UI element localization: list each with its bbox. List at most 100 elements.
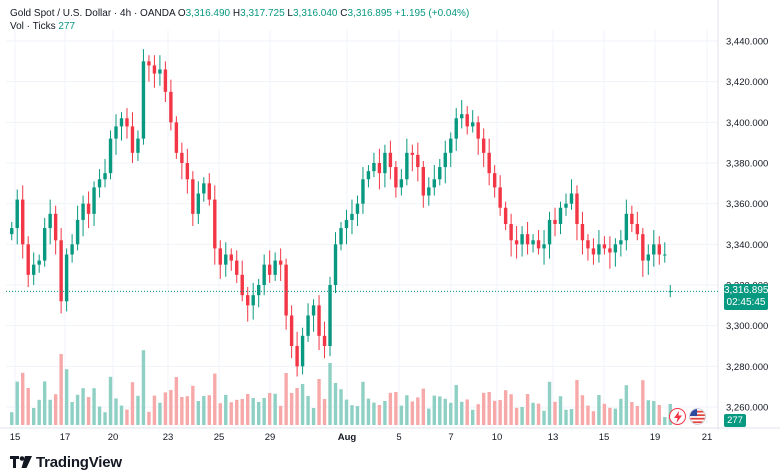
y-tick-label: 3,280.000 [726,362,768,373]
candle-body [613,244,618,253]
symbol-title[interactable]: Gold Spot / U.S. Dollar · 4h · OANDA [10,8,176,19]
volume-bar [427,408,431,425]
volume-bar [42,381,47,425]
candle-body [471,122,475,127]
volume-bar [630,402,634,425]
candle-body [383,152,387,174]
volume-bar [520,407,524,425]
candle-body [333,244,338,285]
volume-bar [421,388,426,425]
volume-bar [454,385,458,425]
candle-body [235,260,239,275]
volume-bar [498,400,502,425]
candle-body [487,152,491,174]
volume-bar [608,407,612,425]
close-label: C [340,8,348,19]
volume-bar [613,408,618,425]
candle-body [251,295,255,306]
candle-body [657,244,661,255]
y-tick-label: 3,260.000 [726,403,768,414]
candle-body [207,183,211,200]
volume-bar [224,395,228,425]
candle-body [514,240,519,245]
candle-body [125,118,129,127]
candle-body [492,173,497,188]
y-tick-label: 3,400.000 [726,118,768,129]
last-price: 3,316.895 [724,285,769,296]
volume-bar [481,392,486,425]
y-tick-label: 3,340.000 [726,240,768,251]
candle-body [525,234,530,245]
candle-body [229,254,233,261]
candle-body [394,167,398,188]
volume-bar [147,411,151,425]
volume-bar [410,401,415,425]
volume-bar [646,400,651,425]
y-tick-label: 3,440.000 [726,37,768,48]
volume-bar [317,379,321,425]
volume-bar [92,388,96,425]
x-tick-label: 25 [214,432,225,443]
volume-bar [339,389,343,425]
volume-bar [251,398,255,425]
volume-bar [37,399,41,425]
volume-bar [344,399,349,425]
x-tick-label: 7 [448,432,453,443]
volume-bar [256,402,261,425]
x-tick-label: 10 [492,432,503,443]
volume-bar [449,402,453,425]
candle-body [246,295,250,306]
volume-bar [476,404,480,425]
volume-bar [119,405,124,425]
volume-bar [97,406,102,425]
candle-body [569,193,574,204]
candle-body [575,193,579,224]
volume-bar [289,393,294,425]
candle-body [646,254,651,261]
us-flag-icon[interactable] [689,408,706,425]
candle-body [498,187,502,208]
candle-body [624,213,629,241]
change-value: +1.195 (+0.04%) [394,8,470,19]
volume-bar [569,409,574,425]
volume-bar [196,401,201,425]
volume-bar [306,396,310,425]
candle-body [48,213,52,229]
volume-bar [180,397,184,425]
volume-label[interactable]: Vol · Ticks [10,21,56,32]
candle-body [591,248,596,255]
volume-bar [542,410,546,425]
candle-body [180,152,184,163]
volume-bar [580,395,585,425]
candle-body [289,315,294,346]
candle-body [344,219,349,229]
volume-bar [531,402,535,425]
volume-bar [487,392,491,425]
candle-body [465,114,469,127]
candle-body [602,244,607,249]
candle-body [438,167,442,180]
chart-legend: Gold Spot / U.S. Dollar · 4h · OANDA O3,… [10,7,469,33]
volume-row: Vol · Ticks 277 [10,20,469,33]
candle-body [108,138,113,174]
candle-body [119,118,124,127]
volume-bar [377,405,382,425]
candle-body [608,248,612,253]
candle-body [361,179,365,204]
last-price-tag: 3,316.895 02:45:45 [724,284,769,310]
volume-bar [416,397,420,425]
candle-body [476,122,480,139]
volume-bar [311,408,316,425]
volume-bar [158,402,162,425]
volume-bar [130,382,135,425]
lightning-icon[interactable] [669,408,686,425]
volume-bar [514,407,519,425]
candle-body [97,179,102,188]
tradingview-logo[interactable]: TradingView [10,454,122,470]
candle-body [586,240,590,249]
volume-bar [372,402,376,425]
candle-body [652,244,656,255]
volume-bar [460,401,464,425]
